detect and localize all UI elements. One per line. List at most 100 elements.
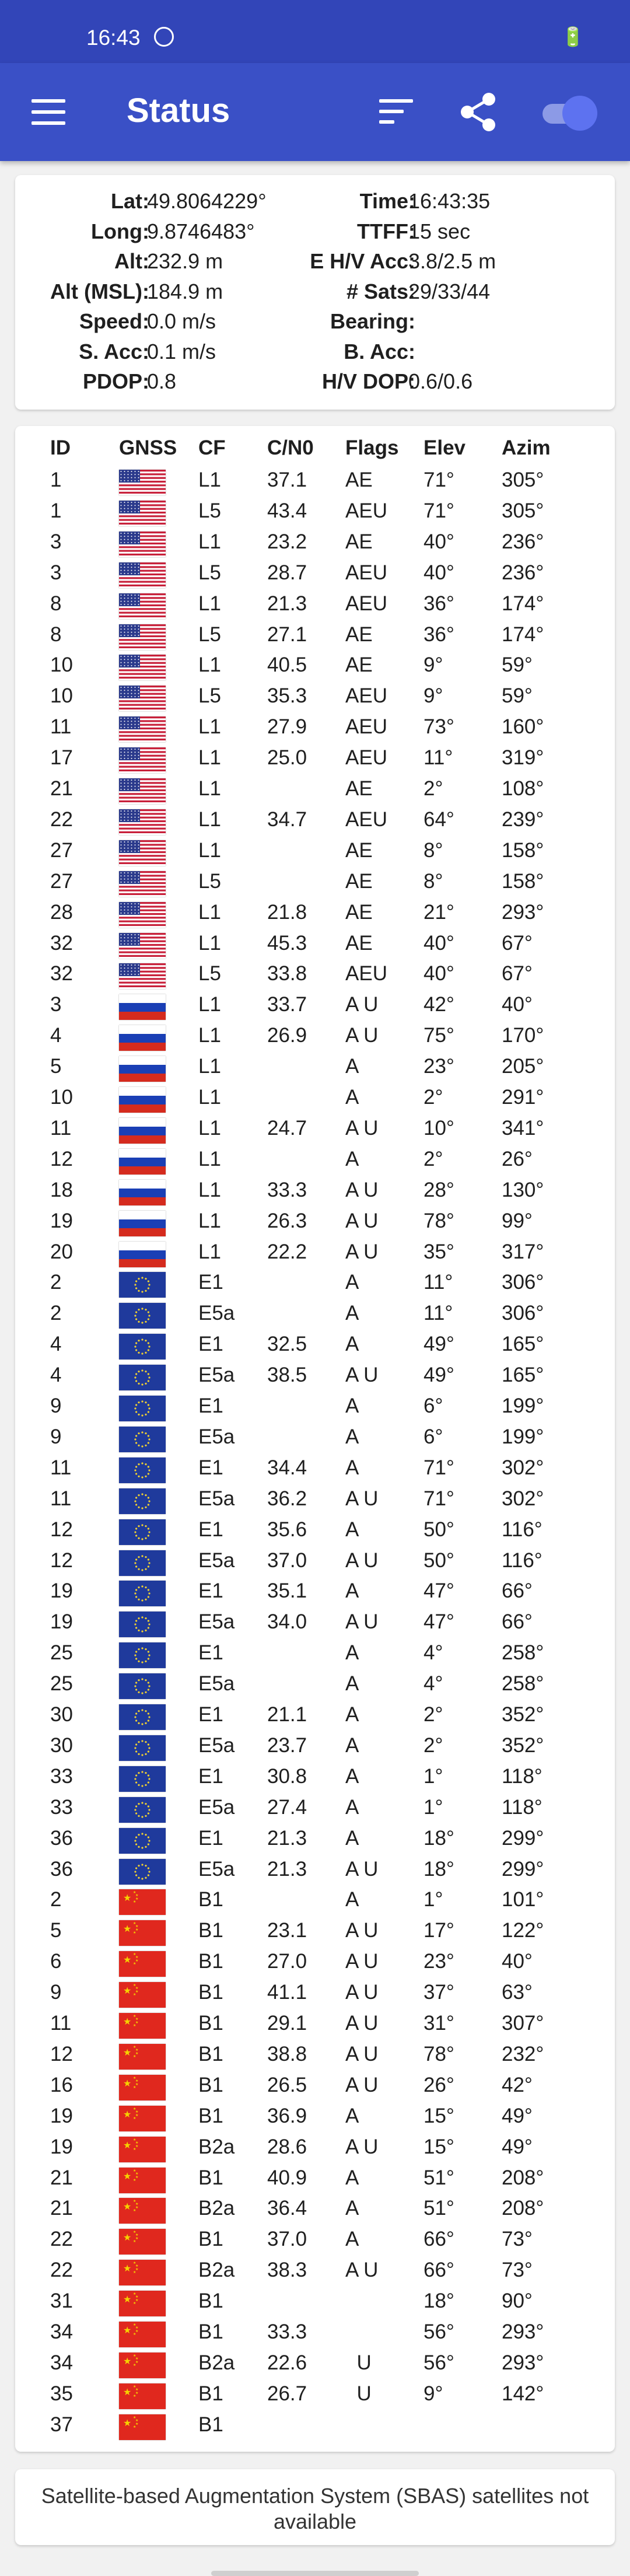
svg-text:★: ★ xyxy=(133,1890,136,1895)
sat-azim: 236° xyxy=(502,561,544,584)
eu-flag-icon xyxy=(119,1735,166,1761)
satellite-row: 36 E1 21.3 A 18° 299° xyxy=(15,1827,615,1858)
satellite-row: 31 ★ ★ ★ ★ ★ B1 18° 90° xyxy=(15,2290,615,2320)
svg-text:★: ★ xyxy=(133,2138,136,2142)
svg-text:★: ★ xyxy=(123,1923,131,1934)
sat-cn0: 23.7 xyxy=(267,1733,307,1757)
svg-text:★: ★ xyxy=(135,2079,138,2083)
sat-cf: L1 xyxy=(198,1086,221,1109)
sat-elev: 50° xyxy=(424,1518,454,1541)
svg-text:★: ★ xyxy=(135,2113,138,2117)
sat-flags: A U xyxy=(345,2135,379,2158)
sat-id: 6 xyxy=(50,1950,62,1973)
svg-text:★: ★ xyxy=(123,1892,131,1903)
svg-text:★: ★ xyxy=(135,1955,138,1959)
sat-elev: 2° xyxy=(424,1086,443,1109)
sat-cn0: 27.1 xyxy=(267,623,307,646)
satellite-row: 5 ★ ★ ★ ★ ★ B1 23.1 A U 17° 122° xyxy=(15,1919,615,1950)
svg-text:★: ★ xyxy=(133,2301,136,2305)
sat-id: 20 xyxy=(50,1240,73,1263)
satellite-row: 34 ★ ★ ★ ★ ★ B1 33.3 56° 293° xyxy=(15,2320,615,2351)
sat-cf: L1 xyxy=(198,469,221,491)
sat-elev: 2° xyxy=(424,777,443,800)
sat-cn0: 43.4 xyxy=(267,499,307,522)
sat-flags: AE xyxy=(345,838,373,862)
sat-id: 3 xyxy=(50,993,62,1016)
russia-flag-icon xyxy=(119,1056,166,1082)
fix-row: PDOP: 0.8 H/V DOP: 0.6/0.6 xyxy=(15,369,615,396)
satellite-row: 30 E5a 23.7 A 2° 352° xyxy=(15,1734,615,1765)
china-flag-icon: ★ ★ ★ ★ ★ xyxy=(119,2383,166,2409)
sbas-message: Satellite-based Augmentation System (SBA… xyxy=(41,2484,589,2533)
sat-elev: 23° xyxy=(424,1055,454,1078)
sat-flags: A xyxy=(345,1456,359,1479)
satellite-row: 2 E5a A 11° 306° xyxy=(15,1302,615,1333)
fix-value: 0.8 xyxy=(147,369,177,393)
sat-id: 8 xyxy=(50,623,62,646)
fix-label: Alt (MSL): xyxy=(50,279,149,303)
sat-cf: L1 xyxy=(198,1024,221,1047)
sat-id: 16 xyxy=(50,2073,73,2096)
sat-cf: E5a xyxy=(198,1364,235,1387)
sat-id: 11 xyxy=(50,1456,72,1479)
fix-label: S. Acc: xyxy=(79,339,149,363)
svg-text:★: ★ xyxy=(133,2178,136,2182)
sat-flags: A xyxy=(345,2104,359,2127)
us-flag-icon xyxy=(119,562,166,588)
sat-elev: 35° xyxy=(424,1240,454,1263)
satellite-row: 8 L1 21.3 AEU 36° 174° xyxy=(15,592,615,623)
sat-elev: 56° xyxy=(424,2320,454,2343)
fix-value: 184.9 m xyxy=(147,279,223,303)
sat-elev: 75° xyxy=(424,1024,454,1047)
sat-azim: 306° xyxy=(502,1271,544,1294)
sat-flags: A U xyxy=(345,1981,379,2004)
satellite-row: 21 ★ ★ ★ ★ ★ B1 40.9 A 51° 208° xyxy=(15,2166,615,2197)
svg-text:★: ★ xyxy=(135,1897,138,1901)
svg-text:★: ★ xyxy=(135,2391,138,2395)
gesture-nav-handle[interactable] xyxy=(211,2571,419,2576)
sat-flags: AE xyxy=(345,869,373,893)
sat-elev: 26° xyxy=(424,2073,454,2096)
satellite-row: 36 E5a 21.3 A U 18° 299° xyxy=(15,1858,615,1889)
sat-cn0: 35.3 xyxy=(267,684,307,708)
svg-text:★: ★ xyxy=(133,1993,136,1997)
menu-icon[interactable] xyxy=(32,99,65,125)
sat-id: 19 xyxy=(50,1209,73,1232)
eu-flag-icon xyxy=(119,1766,166,1792)
sat-azim: 205° xyxy=(502,1055,544,1078)
sat-cf: L1 xyxy=(198,1147,221,1170)
sat-flags: A U xyxy=(345,1116,379,1140)
sat-flags: A xyxy=(345,1055,359,1078)
sat-cf: L1 xyxy=(198,993,221,1016)
sat-flags: AE xyxy=(345,900,373,924)
tracking-toggle[interactable] xyxy=(539,95,597,132)
sat-cf: B1 xyxy=(198,2042,223,2065)
svg-text:★: ★ xyxy=(135,2110,138,2114)
sat-id: 12 xyxy=(50,2042,73,2065)
share-icon[interactable] xyxy=(457,91,499,133)
svg-text:★: ★ xyxy=(133,2116,136,2120)
sat-cf: E1 xyxy=(198,1271,223,1294)
sat-id: 19 xyxy=(50,1579,73,1603)
satellite-row: 10 L1 40.5 AE 9° 59° xyxy=(15,653,615,684)
us-flag-icon xyxy=(119,624,166,650)
svg-text:★: ★ xyxy=(135,2017,138,2021)
sat-id: 5 xyxy=(50,1919,62,1942)
sat-cn0: 21.3 xyxy=(267,1857,307,1881)
sat-cf: E5a xyxy=(198,1672,235,1696)
sat-cf: E1 xyxy=(198,1394,223,1417)
sat-cf: L1 xyxy=(198,530,221,553)
sat-flags: AEU xyxy=(345,715,387,739)
sat-id: 22 xyxy=(50,808,73,831)
fix-label: Bearing: xyxy=(330,309,415,333)
satellite-row: 4 L1 26.9 A U 75° 170° xyxy=(15,1024,615,1055)
sat-elev: 42° xyxy=(424,993,454,1016)
eu-flag-icon xyxy=(119,1334,166,1360)
sat-flags: A U xyxy=(345,1857,379,1881)
sat-elev: 1° xyxy=(424,1888,443,1911)
sat-elev: 15° xyxy=(424,2135,454,2158)
sort-icon[interactable] xyxy=(379,99,413,125)
sat-elev: 71° xyxy=(424,499,454,522)
sat-cf: L1 xyxy=(198,1178,221,1201)
sat-id: 19 xyxy=(50,2104,73,2127)
